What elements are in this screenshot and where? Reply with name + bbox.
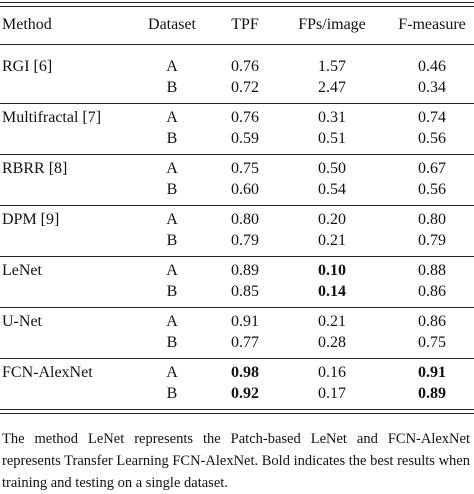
cell: 0.72 bbox=[231, 79, 259, 96]
cell: 0.21 bbox=[318, 232, 346, 249]
cell: 0.14 bbox=[318, 283, 346, 300]
group-rule bbox=[0, 358, 474, 359]
cell: 0.77 bbox=[231, 334, 259, 351]
cell: 0.75 bbox=[231, 160, 259, 177]
method-name: DPM [9] bbox=[2, 211, 60, 228]
cell: 0.16 bbox=[318, 364, 346, 381]
cell: 0.88 bbox=[418, 262, 446, 279]
cell: 0.80 bbox=[231, 211, 259, 228]
cell: 0.80 bbox=[418, 211, 446, 228]
cell: 0.74 bbox=[418, 109, 446, 126]
cell: 0.51 bbox=[318, 130, 346, 147]
cell: 0.31 bbox=[318, 109, 346, 126]
method-name: U-Net bbox=[2, 313, 42, 330]
cell: A bbox=[166, 160, 178, 177]
cell: 0.79 bbox=[231, 232, 259, 249]
header-rule bbox=[0, 44, 474, 45]
cell: 0.34 bbox=[418, 79, 446, 96]
cell: B bbox=[166, 79, 178, 96]
cell: 0.20 bbox=[318, 211, 346, 228]
column-header: Dataset bbox=[148, 16, 196, 33]
method-name: Multifractal [7] bbox=[2, 109, 102, 126]
cell: 0.76 bbox=[231, 58, 259, 75]
method-name: RBRR [8] bbox=[2, 160, 68, 177]
cell: 0.21 bbox=[318, 313, 346, 330]
top-rule bbox=[0, 2, 474, 3]
cell: 2.47 bbox=[318, 79, 346, 96]
cell: 0.91 bbox=[231, 313, 259, 330]
method-name: LeNet bbox=[2, 262, 42, 279]
cell: 0.75 bbox=[418, 334, 446, 351]
cell: 0.76 bbox=[231, 109, 259, 126]
cell: 0.92 bbox=[231, 385, 259, 402]
cell: A bbox=[166, 364, 178, 381]
cell: B bbox=[166, 232, 178, 249]
cell: 0.10 bbox=[318, 262, 346, 279]
cell: 0.50 bbox=[318, 160, 346, 177]
cell: A bbox=[166, 211, 178, 228]
cell: 0.60 bbox=[231, 181, 259, 198]
method-name: FCN-AlexNet bbox=[2, 364, 93, 381]
group-rule bbox=[0, 205, 474, 206]
cell: 1.57 bbox=[318, 58, 346, 75]
cell: A bbox=[166, 109, 178, 126]
cell: B bbox=[166, 385, 178, 402]
cell: 0.28 bbox=[318, 334, 346, 351]
cell: 0.17 bbox=[318, 385, 346, 402]
cell: A bbox=[166, 262, 178, 279]
cell: B bbox=[166, 181, 178, 198]
cell: A bbox=[166, 58, 178, 75]
cell: 0.56 bbox=[418, 130, 446, 147]
column-header: FPs/image bbox=[298, 16, 366, 33]
cell: B bbox=[166, 130, 178, 147]
cell: 0.86 bbox=[418, 283, 446, 300]
bottom-rule bbox=[0, 409, 474, 410]
cell: 0.46 bbox=[418, 58, 446, 75]
group-rule bbox=[0, 154, 474, 155]
cell: 0.98 bbox=[231, 364, 259, 381]
cell: 0.86 bbox=[418, 313, 446, 330]
cell: 0.67 bbox=[418, 160, 446, 177]
top-rule bbox=[0, 6, 474, 7]
column-header: Method bbox=[2, 16, 52, 33]
group-rule bbox=[0, 256, 474, 257]
column-header: TPF bbox=[231, 16, 259, 33]
group-rule bbox=[0, 307, 474, 308]
cell: 0.59 bbox=[231, 130, 259, 147]
cell: 0.56 bbox=[418, 181, 446, 198]
caption: The method LeNet represents the Patch-ba… bbox=[2, 431, 470, 491]
bottom-rule bbox=[0, 413, 474, 414]
method-name: RGI [6] bbox=[2, 58, 53, 75]
cell: B bbox=[166, 283, 178, 300]
cell: 0.91 bbox=[418, 364, 446, 381]
cell: 0.89 bbox=[418, 385, 446, 402]
column-header: F-measure bbox=[398, 16, 466, 33]
cell: 0.54 bbox=[318, 181, 346, 198]
group-rule bbox=[0, 103, 474, 104]
cell: B bbox=[166, 334, 178, 351]
cell: 0.89 bbox=[231, 262, 259, 279]
cell: 0.85 bbox=[231, 283, 259, 300]
cell: A bbox=[166, 313, 178, 330]
cell: 0.79 bbox=[418, 232, 446, 249]
